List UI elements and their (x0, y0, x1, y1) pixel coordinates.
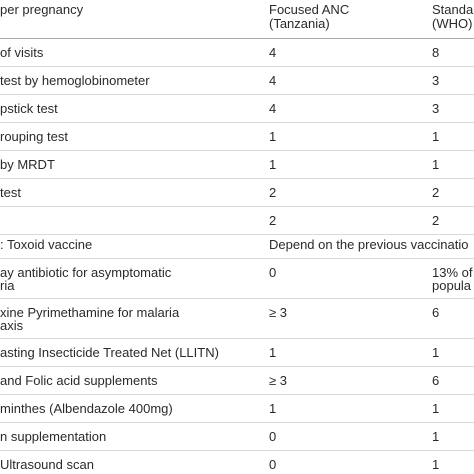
cell-focused: 4 (269, 101, 277, 116)
table-row: by MRDT 1 1 (0, 151, 474, 179)
cell-item-line1: xine Pyrimethamine for malaria (0, 305, 180, 320)
cell-standard: 1 (432, 401, 440, 416)
cell-focused: ≥ 3 (269, 305, 287, 320)
cell-item: and Folic acid supplements (0, 373, 158, 388)
header-rule (0, 38, 474, 39)
table-row: test by hemoglobinometer 4 3 (0, 67, 474, 95)
header-standard-line1: Standa (432, 2, 474, 17)
cell-standard-line2: popula (432, 278, 472, 293)
table-row: of visits 4 8 (0, 39, 474, 67)
cell-focused: Depend on the previous vaccinatio (269, 237, 469, 252)
cell-standard: 1 (432, 457, 440, 472)
table-header: per pregnancy Focused ANC (Tanzania) Sta… (0, 0, 474, 38)
cell-focused: 0 (269, 265, 277, 280)
header-standard-line2: (WHO) (432, 16, 473, 31)
header-focused-line2: (Tanzania) (269, 16, 330, 31)
cell-item-line2: ria (0, 278, 15, 293)
header-item: per pregnancy (0, 2, 84, 17)
cell-focused: 4 (269, 73, 277, 88)
table-row: pstick test 4 3 (0, 95, 474, 123)
table-row: Ultrasound scan 0 1 (0, 451, 474, 474)
cell-focused: 0 (269, 457, 277, 472)
cell-focused: 1 (269, 157, 277, 172)
cell-item: test (0, 185, 21, 200)
table-row: xine Pyrimethamine for malaria axis ≥ 3 6 (0, 299, 474, 339)
cell-standard: 2 (432, 213, 440, 228)
table-row: n supplementation 0 1 (0, 423, 474, 451)
cell-item: rouping test (0, 129, 68, 144)
cell-standard: 1 (432, 129, 440, 144)
cell-standard: 6 (432, 373, 440, 388)
cell-item: asting Insecticide Treated Net (LLITN) (0, 345, 219, 360)
table-row: ay antibiotic for asymptomatic ria 0 13% of… (0, 259, 474, 299)
cell-item: by MRDT (0, 157, 55, 172)
table-row: asting Insecticide Treated Net (LLITN) 1 1 (0, 339, 474, 367)
cell-standard-line1: 13% of (432, 265, 473, 280)
cell-focused: 2 (269, 185, 277, 200)
cell-standard: 8 (432, 45, 440, 60)
table-row: and Folic acid supplements ≥ 3 6 (0, 367, 474, 395)
cell-item: n supplementation (0, 429, 107, 444)
cell-standard: 1 (432, 345, 440, 360)
table-row: minthes (Albendazole 400mg) 1 1 (0, 395, 474, 423)
cell-focused: 4 (269, 45, 277, 60)
cell-standard: 2 (432, 185, 440, 200)
cell-focused: 1 (269, 345, 277, 360)
cell-focused: 2 (269, 213, 277, 228)
cell-standard: 3 (432, 101, 440, 116)
cell-item: of visits (0, 45, 44, 60)
cell-standard: 1 (432, 157, 440, 172)
table-row: rouping test 1 1 (0, 123, 474, 151)
cell-focused: 0 (269, 429, 277, 444)
table-row: : Toxoid vaccine Depend on the previous v… (0, 231, 474, 259)
cell-focused: 1 (269, 129, 277, 144)
cell-item-line2: axis (0, 318, 24, 333)
cell-focused: ≥ 3 (269, 373, 287, 388)
cell-standard: 1 (432, 429, 440, 444)
cell-standard: 3 (432, 73, 440, 88)
cell-item: : Toxoid vaccine (0, 237, 93, 252)
header-focused-line1: Focused ANC (269, 2, 350, 17)
cell-item: Ultrasound scan (0, 457, 94, 472)
cell-standard: 6 (432, 305, 440, 320)
cell-item: test by hemoglobinometer (0, 73, 150, 88)
cell-focused: 1 (269, 401, 277, 416)
cell-item: pstick test (0, 101, 58, 116)
cell-item: minthes (Albendazole 400mg) (0, 401, 173, 416)
cell-item-line1: ay antibiotic for asymptomatic (0, 265, 172, 280)
table-row: test 2 2 (0, 179, 474, 207)
